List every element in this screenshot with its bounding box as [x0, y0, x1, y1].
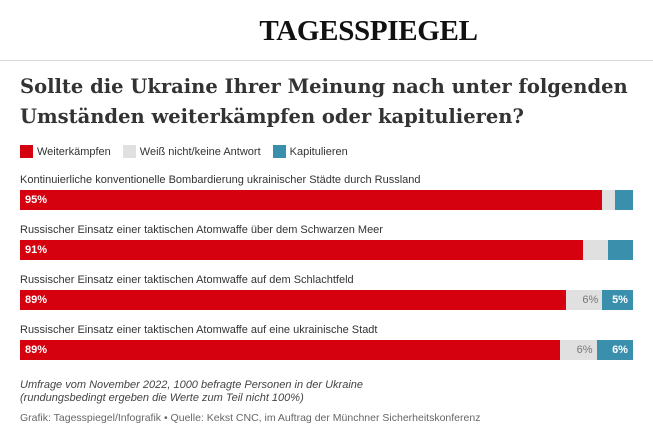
chart-row: Russischer Einsatz einer taktischen Atom…	[20, 270, 633, 320]
bar-segment-capitulate: 5%	[602, 290, 633, 310]
bar-segment-fight: 89%	[20, 290, 566, 310]
category-label: Russischer Einsatz einer taktischen Atom…	[20, 224, 383, 236]
chart-row: Russischer Einsatz einer taktischen Atom…	[20, 320, 633, 370]
stacked-bar-chart: Kontinuierliche konventionelle Bombardie…	[20, 170, 633, 370]
stacked-bar: 89% 6% 5%	[20, 290, 633, 310]
legend-swatch-capitulate	[272, 145, 286, 158]
data-label: 5%	[612, 294, 628, 306]
bar-segment-dontknow	[602, 190, 615, 210]
data-label: 89%	[25, 344, 48, 356]
legend-swatch-fight	[20, 145, 33, 158]
legend-label-dontknow: Weiß nicht/keine Antwort	[139, 145, 261, 158]
bar-segment-capitulate	[608, 240, 633, 260]
source-credit: Grafik: Tagesspiegel/Infografik • Quelle…	[20, 412, 481, 424]
data-label: 6%	[612, 344, 628, 356]
legend-swatch-dontknow	[122, 145, 136, 158]
chart-title: Sollte die Ukraine Ihrer Meinung nach un…	[20, 75, 628, 128]
legend-item-dontknow: Weiß nicht/keine Antwort	[122, 145, 261, 158]
bar-segment-fight: 91%	[20, 240, 584, 260]
stacked-bar: 91%	[20, 240, 633, 260]
bar-segment-fight: 95%	[20, 190, 603, 210]
survey-note-line1: Umfrage vom November 2022, 1000 befragte…	[20, 379, 364, 391]
masthead: TAGESSPIEGEL	[0, 0, 653, 61]
category-label: Russischer Einsatz einer taktischen Atom…	[20, 324, 378, 336]
chart-row: Russischer Einsatz einer taktischen Atom…	[20, 220, 633, 270]
bar-segment-dontknow: 6%	[565, 290, 603, 310]
category-label: Russischer Einsatz einer taktischen Atom…	[20, 274, 354, 286]
legend-label-capitulate: Kapitulieren	[289, 145, 348, 158]
brand-logo[interactable]: TAGESSPIEGEL	[259, 14, 478, 47]
data-label: 6%	[576, 344, 593, 356]
legend: Weiterkämpfen Weiß nicht/keine Antwort K…	[20, 145, 360, 158]
stacked-bar: 89% 6% 6%	[20, 340, 633, 360]
bar-segment-capitulate	[614, 190, 633, 210]
legend-item-capitulate: Kapitulieren	[272, 145, 348, 158]
category-label: Kontinuierliche konventionelle Bombardie…	[20, 174, 421, 186]
data-label: 95%	[25, 194, 48, 206]
chart-row: Kontinuierliche konventionelle Bombardie…	[20, 170, 633, 220]
bar-segment-capitulate: 6%	[596, 340, 633, 360]
legend-label-fight: Weiterkämpfen	[37, 145, 111, 158]
data-label: 6%	[582, 294, 599, 306]
legend-item-fight: Weiterkämpfen	[20, 145, 111, 158]
survey-note: Umfrage vom November 2022, 1000 befragte…	[20, 379, 640, 405]
bar-segment-dontknow	[583, 240, 609, 260]
survey-note-line2: (rundungsbedingt ergeben die Werte zum T…	[20, 392, 304, 404]
bar-segment-dontknow: 6%	[560, 340, 597, 360]
data-label: 89%	[25, 294, 48, 306]
data-label: 91%	[25, 244, 48, 256]
stacked-bar: 95%	[20, 190, 633, 210]
bar-segment-fight: 89%	[20, 340, 561, 360]
